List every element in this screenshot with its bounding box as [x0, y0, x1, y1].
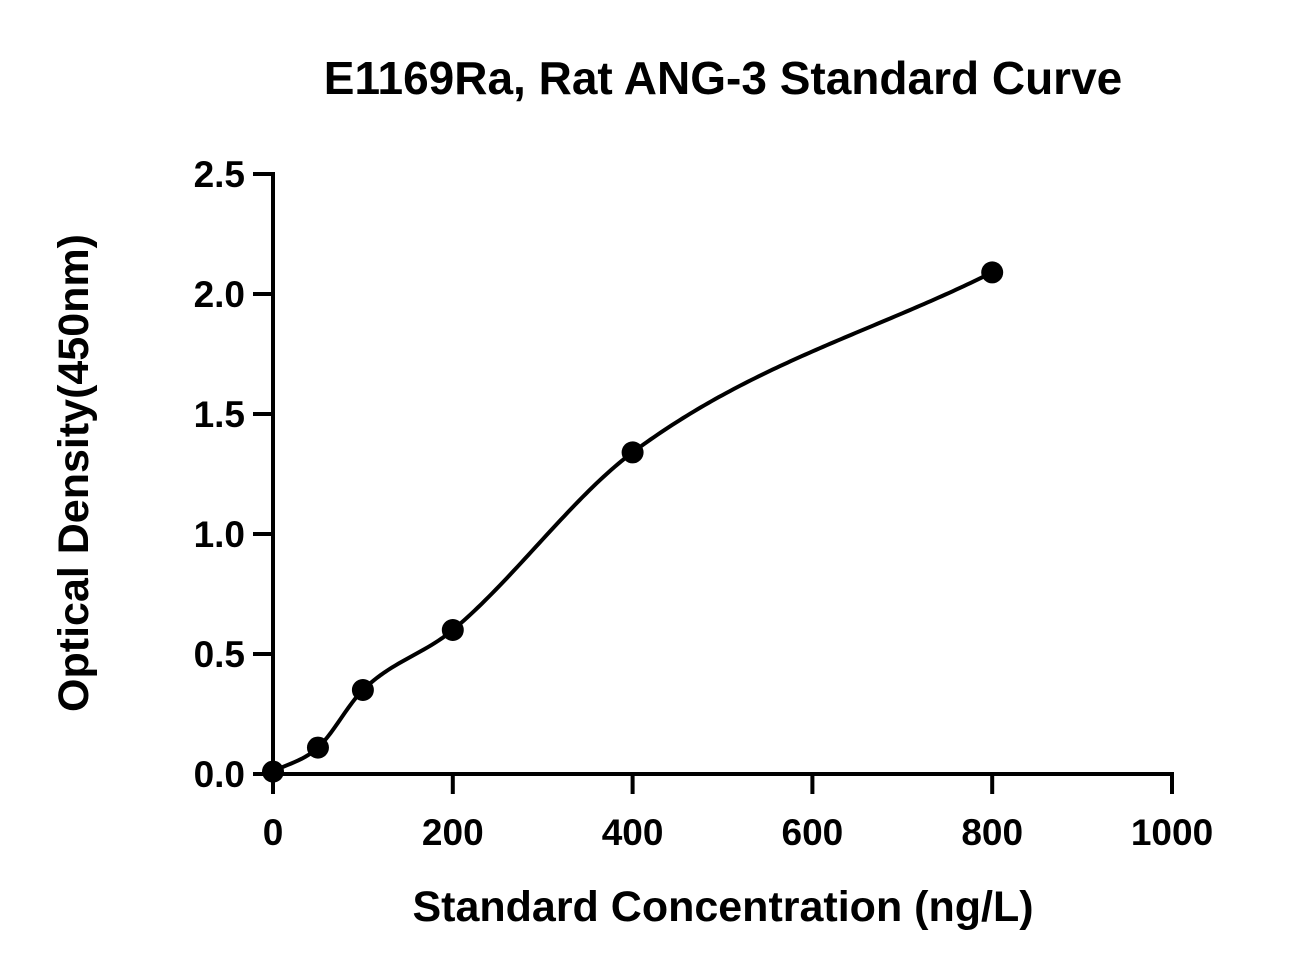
x-tick-label: 800: [961, 812, 1023, 853]
y-tick-label: 1.0: [194, 514, 245, 555]
x-axis: 0 200 400 600 800 1000: [263, 772, 1213, 853]
x-axis-label: Standard Concentration (ng/L): [412, 883, 1033, 931]
x-tick-label: 600: [782, 812, 844, 853]
x-tick-label: 200: [422, 812, 484, 853]
y-tick-label: 2.5: [194, 154, 245, 195]
x-tick-label: 1000: [1131, 812, 1213, 853]
data-point: [621, 441, 644, 464]
y-axis-label: Optical Density(450nm): [50, 234, 98, 712]
data-point: [441, 619, 464, 641]
y-tick-label: 0.5: [194, 634, 245, 675]
data-points: [262, 261, 1004, 783]
x-tick-label: 0: [263, 812, 284, 853]
fit-curve: [272, 270, 994, 774]
data-point: [351, 679, 374, 701]
data-point: [306, 736, 329, 759]
data-point: [262, 760, 284, 783]
x-tick-label: 400: [602, 812, 664, 853]
y-tick-label: 2.0: [194, 274, 245, 315]
y-tick-label: 1.5: [194, 394, 245, 435]
y-tick-label: 0.0: [194, 754, 245, 795]
y-axis: 0.0 0.5 1.0 1.5 2.0 2.5: [194, 154, 275, 795]
plot-area: 0.0 0.5 1.0 1.5 2.0 2.5 0 200 400 600 800 1000: [194, 154, 1214, 853]
data-point: [981, 261, 1004, 284]
chart-title: E1169Ra, Rat ANG-3 Standard Curve: [324, 52, 1122, 104]
